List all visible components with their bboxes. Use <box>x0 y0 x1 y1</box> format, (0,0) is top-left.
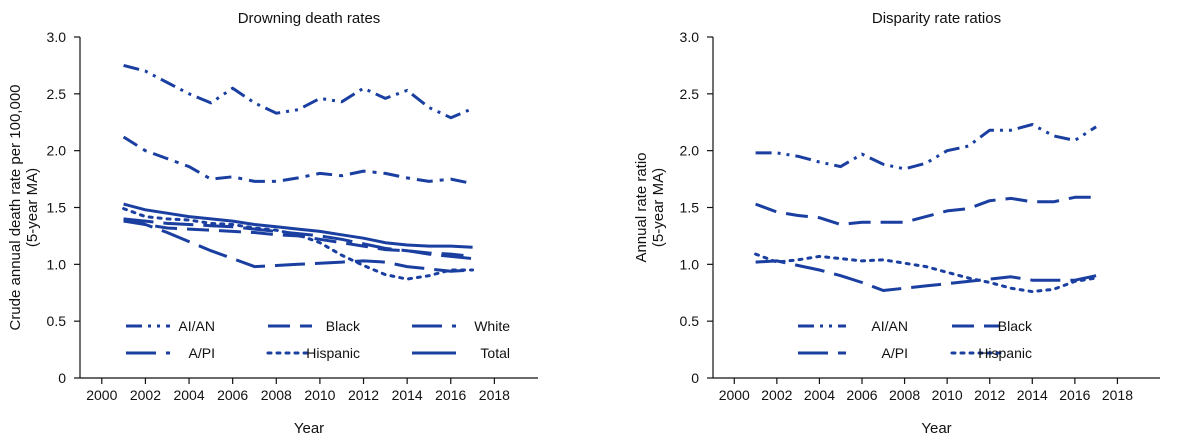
series-line <box>754 252 1098 294</box>
legend-label: AI/AN <box>871 318 908 334</box>
x-tick-label: 2012 <box>974 387 1005 403</box>
y-axis-title-line2: (5-year MA) <box>24 168 41 247</box>
x-tick-label: 2002 <box>761 387 792 403</box>
series-line <box>123 63 474 120</box>
y-tick-label: 1.0 <box>680 256 700 272</box>
y-tick-label: 0.5 <box>47 313 67 329</box>
y-axis-title: Crude annual death rate per 100,000 <box>7 84 24 330</box>
series-line <box>755 195 1097 226</box>
series-line <box>755 123 1097 171</box>
x-tick-label: 2006 <box>846 387 877 403</box>
x-tick-label: 2018 <box>479 387 510 403</box>
series-line <box>123 217 473 273</box>
chart-title: Drowning death rates <box>238 10 381 27</box>
legend-label: AI/AN <box>178 318 215 334</box>
x-tick-label: 2016 <box>435 387 466 403</box>
legend-label: Black <box>326 318 361 334</box>
y-axis-title-line2: (5-year MA) <box>650 168 667 247</box>
x-tick-label: 2004 <box>173 387 204 403</box>
legend-label: Hispanic <box>306 345 360 361</box>
y-tick-label: 3.0 <box>47 29 67 45</box>
series-line <box>123 219 473 258</box>
x-tick-label: 2002 <box>130 387 161 403</box>
x-tick-label: 2018 <box>1102 387 1133 403</box>
y-tick-label: 2.5 <box>47 86 67 102</box>
x-axis-title: Year <box>921 420 951 437</box>
y-tick-label: 0 <box>58 370 66 386</box>
series-line <box>123 217 473 261</box>
y-tick-label: 2.5 <box>680 86 700 102</box>
y-tick-label: 1.5 <box>47 200 67 216</box>
y-tick-label: 2.0 <box>680 143 700 159</box>
x-tick-label: 2014 <box>1017 387 1048 403</box>
x-tick-label: 2010 <box>304 387 335 403</box>
x-tick-label: 2012 <box>348 387 379 403</box>
x-tick-label: 2006 <box>217 387 248 403</box>
series-line <box>755 259 1097 292</box>
legend-label: Hispanic <box>978 345 1032 361</box>
x-tick-label: 2016 <box>1059 387 1090 403</box>
legend-label: A/PI <box>882 345 908 361</box>
y-tick-label: 0.5 <box>680 313 700 329</box>
x-tick-label: 2000 <box>719 387 750 403</box>
x-tick-label: 2014 <box>392 387 423 403</box>
x-tick-label: 2000 <box>86 387 117 403</box>
x-tick-label: 2004 <box>804 387 835 403</box>
y-tick-label: 0 <box>691 370 699 386</box>
series-line <box>123 202 473 249</box>
legend-label: Total <box>480 345 510 361</box>
x-axis-title: Year <box>294 420 324 437</box>
chart-title: Disparity rate ratios <box>872 10 1001 27</box>
legend-label: Black <box>998 318 1033 334</box>
legend-label: A/PI <box>189 345 215 361</box>
y-tick-label: 1.5 <box>680 200 700 216</box>
series-line <box>122 135 473 186</box>
y-tick-label: 1.0 <box>47 256 67 272</box>
y-axis-title: Annual rate ratio <box>633 152 650 262</box>
x-tick-label: 2008 <box>889 387 920 403</box>
y-tick-label: 3.0 <box>680 29 700 45</box>
y-tick-label: 2.0 <box>47 143 67 159</box>
x-tick-label: 2008 <box>261 387 292 403</box>
x-tick-label: 2010 <box>932 387 963 403</box>
legend-label: White <box>474 318 510 334</box>
